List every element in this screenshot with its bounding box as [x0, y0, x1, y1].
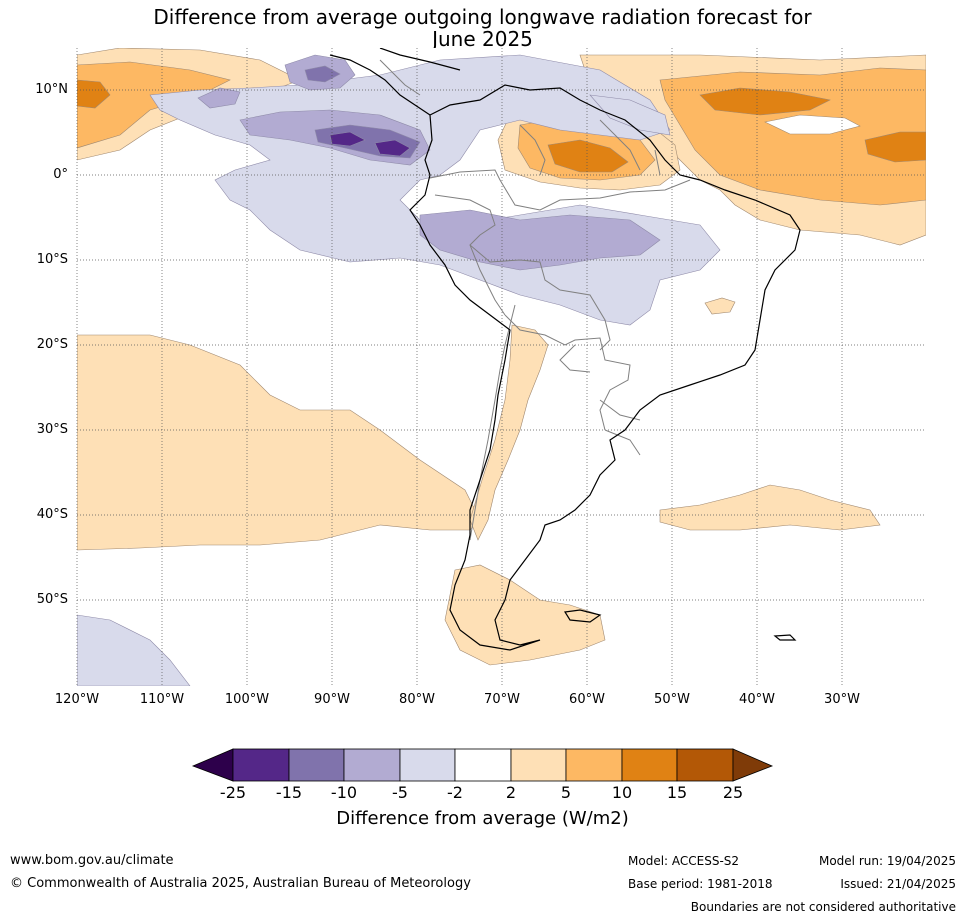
lat-label-50s: 50°S — [36, 592, 68, 607]
lon-label-120w: 120°W — [54, 692, 100, 707]
colorbar-tick-pos5: 5 — [560, 783, 572, 802]
anomaly-area-caribbean — [589, 94, 671, 136]
coastline-south-america — [409, 84, 801, 651]
colorbar-swatch-neg2 — [399, 748, 456, 782]
lon-label-60w: 60°W — [569, 692, 605, 707]
colorbar-tick-neg2: -2 — [447, 783, 463, 802]
lon-label-50w: 50°W — [654, 692, 690, 707]
lat-label-20s: 20°S — [36, 337, 68, 352]
lat-label-10n: 10°N — [35, 82, 68, 97]
lon-label-110w: 110°W — [139, 692, 185, 707]
model-run-date: Model run: 19/04/2025 — [818, 854, 956, 868]
lat-label-30s: 30°S — [36, 422, 68, 437]
colorbar-swatch-pos15 — [676, 748, 734, 782]
colorbar-tick-neg25: -25 — [219, 783, 247, 802]
colorbar-swatch-pos10 — [621, 748, 678, 782]
lon-label-80w: 80°W — [399, 692, 435, 707]
colorbar-tick-pos15: 15 — [666, 783, 688, 802]
anomaly-area-eastern-pacific-min2 — [374, 139, 411, 157]
anomaly-area-pacific-north-core — [77, 79, 111, 109]
website-link[interactable]: www.bom.gov.au/climate — [10, 853, 174, 868]
anomaly-area-north-spot-core — [304, 65, 341, 83]
colorbar-swatch-pos5 — [565, 748, 623, 782]
colorbar-extend-low — [191, 748, 234, 782]
anomaly-area-southeast-pacific — [77, 614, 191, 686]
anomaly-area-south-atlantic — [659, 484, 881, 531]
colorbar-label: Difference from average (W/m2) — [336, 808, 629, 829]
anomaly-area-guiana-core — [547, 139, 629, 173]
colorbar-tick-pos10: 10 — [611, 783, 633, 802]
map-title-line2: June 2025 — [432, 27, 533, 51]
colorbar-swatch-neg10 — [288, 748, 345, 782]
anomaly-hole-atlantic — [764, 114, 861, 135]
anomaly-area-south-pacific — [77, 334, 481, 551]
anomaly-area-brazil-coast — [704, 297, 736, 315]
country-borders — [379, 59, 691, 541]
lon-label-100w: 100°W — [224, 692, 270, 707]
lon-label-30w: 30°W — [824, 692, 860, 707]
colorbar-tick-pos2: 2 — [505, 783, 517, 802]
anomaly-area-atlantic-core2 — [864, 131, 926, 163]
lon-label-70w: 70°W — [484, 692, 520, 707]
issued-date: Issued: 21/04/2025 — [840, 877, 956, 891]
coastline-south-georgia — [773, 634, 797, 641]
anomaly-area-amazon-mid — [419, 209, 661, 271]
lon-label-40w: 40°W — [739, 692, 775, 707]
copyright-text: © Commonwealth of Australia 2025, Austra… — [10, 876, 471, 891]
colorbar-tick-neg5: -5 — [392, 783, 408, 802]
lon-label-90w: 90°W — [314, 692, 350, 707]
lat-label-0: 0° — [53, 167, 68, 182]
coastline-falklands — [563, 609, 602, 623]
model-name: Model: ACCESS-S2 — [628, 854, 740, 868]
map-fields — [77, 48, 926, 686]
colorbar-swatch-neg15 — [232, 748, 290, 782]
boundaries-disclaimer: Boundaries are not considered authoritat… — [690, 900, 956, 914]
colorbar-tick-neg10: -10 — [330, 783, 358, 802]
colorbar-swatch-pos2 — [510, 748, 567, 782]
colorbar-extend-high — [732, 748, 774, 782]
anomaly-area-eastern-pacific-min1 — [329, 131, 366, 147]
map-title-line1: Difference from average outgoing longwav… — [153, 5, 812, 29]
colorbar-swatch-neg5 — [343, 748, 401, 782]
coastline-central-america — [329, 54, 431, 116]
base-period: Base period: 1981-2018 — [628, 877, 773, 891]
colorbar-tick-pos25: 25 — [722, 783, 744, 802]
lat-label-10s: 10°S — [36, 252, 68, 267]
graticule — [76, 48, 926, 686]
lat-label-40s: 40°S — [36, 507, 68, 522]
anomaly-area-atlantic-core1 — [699, 87, 831, 116]
anomaly-area-andes — [469, 324, 549, 541]
coastline-caribbean-islands — [379, 48, 461, 71]
colorbar-swatch-zero — [454, 748, 512, 782]
colorbar-tick-neg15: -15 — [275, 783, 303, 802]
coastlines — [329, 48, 801, 651]
anomaly-area-small-spot — [197, 87, 241, 109]
